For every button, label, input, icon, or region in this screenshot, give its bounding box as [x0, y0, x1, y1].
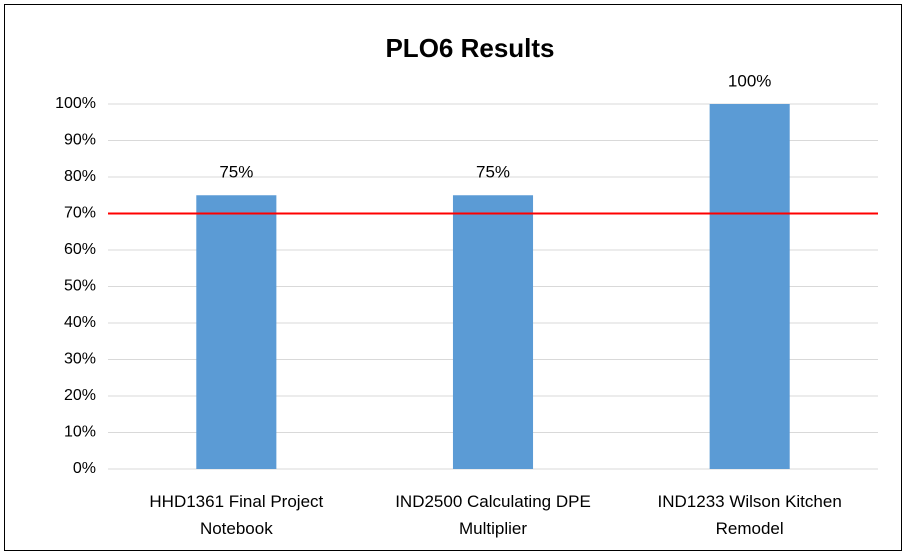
x-tick-label: IND1233 Wilson Kitchen Remodel	[657, 492, 842, 538]
value-label: 100%	[728, 71, 771, 90]
x-tick-label: HHD1361 Final Project Notebook	[149, 492, 324, 538]
value-label: 75%	[219, 163, 253, 182]
y-tick-label: 90%	[64, 132, 96, 149]
y-tick-label: 60%	[64, 241, 96, 258]
bar	[196, 195, 277, 469]
y-tick-label: 50%	[64, 278, 96, 295]
y-tick-label: 100%	[55, 95, 96, 112]
bar	[709, 104, 790, 469]
chart-title: PLO6 Results	[385, 33, 554, 63]
value-label: 75%	[476, 163, 510, 182]
y-tick-label: 30%	[64, 351, 96, 368]
y-tick-label: 80%	[64, 168, 96, 185]
y-tick-label: 0%	[73, 460, 96, 477]
bar	[452, 195, 534, 469]
x-tick-label: IND2500 Calculating DPE Multiplier	[395, 492, 591, 538]
y-tick-label: 10%	[64, 424, 96, 441]
y-tick-label: 70%	[64, 205, 96, 222]
y-tick-label: 40%	[64, 314, 96, 331]
chart-frame	[4, 4, 902, 551]
y-tick-label: 20%	[64, 387, 96, 404]
